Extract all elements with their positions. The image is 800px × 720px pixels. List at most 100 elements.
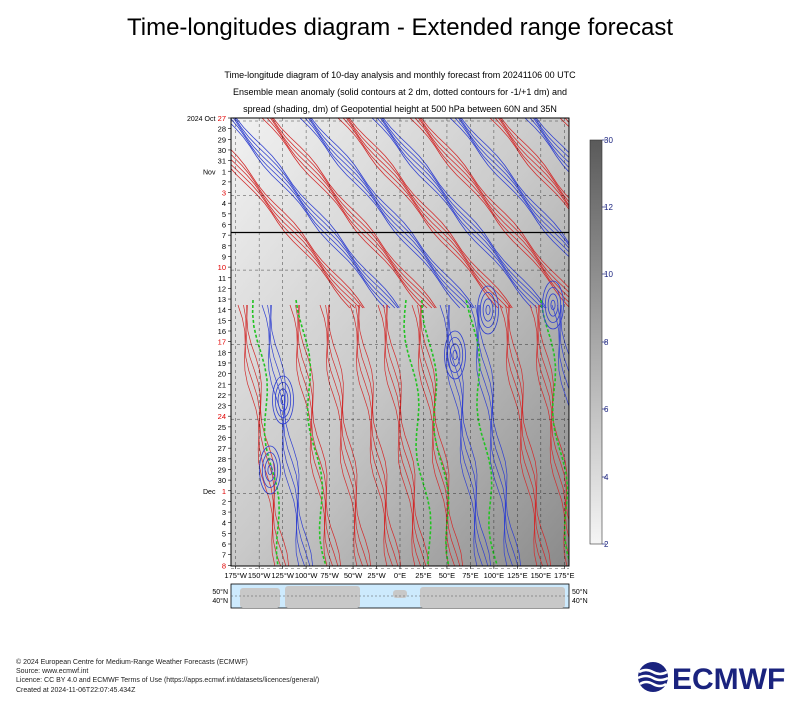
y-day-label: 1	[222, 487, 226, 496]
longitude-strip-map: 50°N 50°N40°N 40°N	[212, 583, 588, 609]
y-day-label: 19	[218, 359, 226, 368]
map-land	[240, 588, 280, 608]
y-month-label: Nov	[203, 169, 216, 176]
low-contour	[542, 280, 564, 330]
contour-line	[459, 118, 569, 247]
contour-line	[507, 305, 549, 566]
contour-line	[342, 118, 504, 309]
contour-line	[449, 118, 569, 258]
x-axis: 175°W 150°W 125°W 100°W 75°W 50°W 25°W 0°E 25°E 5…	[224, 566, 575, 580]
colorbar-tick-label: 6	[604, 405, 609, 414]
x-tick-label: 125°E	[507, 571, 528, 580]
contour-line	[508, 304, 552, 566]
y-day-label: 4	[222, 519, 226, 528]
map-lat-label-right: 50°N	[572, 588, 588, 596]
contour-line	[231, 149, 365, 309]
y-day-label: 28	[218, 455, 226, 464]
y-day-label: 14	[218, 306, 226, 315]
y-day-label: 25	[218, 423, 226, 432]
x-tick-label: 175°W	[224, 571, 248, 580]
page-title: Time-longitudes diagram - Extended range…	[126, 14, 674, 41]
contour-line	[270, 304, 314, 566]
y-day-label: 18	[218, 348, 226, 357]
ecmwf-logo-text: ECMWF	[672, 663, 785, 694]
y-day-label: 9	[222, 252, 226, 261]
contour-line	[535, 118, 569, 154]
y-day-label: 8	[222, 561, 226, 570]
contour-lines	[231, 118, 569, 566]
contour-line	[231, 158, 361, 309]
contour-line	[371, 118, 533, 309]
contour-line	[494, 118, 569, 208]
low-contour	[267, 464, 273, 476]
contour-line	[231, 123, 386, 309]
x-tick-label: 0°E	[394, 571, 406, 580]
contour-line	[304, 118, 466, 309]
y-day-label: 31	[218, 157, 226, 166]
contour-line	[537, 305, 569, 540]
contour-line	[534, 118, 569, 158]
contour-line	[297, 305, 339, 566]
low-contour	[449, 343, 461, 367]
x-tick-label: 175°E	[554, 571, 575, 580]
contour-line	[357, 305, 399, 566]
low-contour	[277, 388, 289, 412]
contour-line	[231, 168, 351, 309]
x-tick-label: 150°W	[248, 571, 272, 580]
ecmwf-globe-icon	[637, 662, 669, 692]
colorbar-tick-label: 30	[604, 136, 613, 145]
y-day-label: 5	[222, 529, 226, 538]
ecmwf-logo: ECMWF	[637, 662, 785, 694]
map-land	[393, 590, 407, 598]
y-month-label: Dec	[203, 489, 216, 496]
contour-line	[299, 118, 461, 309]
x-tick-label: 50°W	[344, 571, 363, 580]
contour-line	[460, 118, 569, 245]
y-day-label: 16	[218, 327, 226, 336]
contour-line	[380, 118, 543, 309]
created-text: Created at 2024-11-06T22:07:45.434Z	[16, 686, 136, 694]
contour-line	[231, 163, 356, 309]
zero-contour	[251, 299, 281, 566]
contour-line	[376, 118, 538, 309]
y-day-label: 21	[218, 380, 226, 389]
contour-line	[327, 305, 369, 566]
y-day-label: 17	[218, 338, 226, 347]
contour-line	[309, 118, 474, 309]
y-day-label: 11	[218, 274, 226, 283]
contour-line	[382, 118, 547, 309]
contour-line	[383, 304, 421, 566]
y-day-label: 6	[222, 540, 226, 549]
contour-line	[347, 118, 512, 309]
x-tick-label: 50°E	[439, 571, 455, 580]
contour-line	[448, 304, 492, 566]
contour-line	[308, 118, 471, 309]
colorbar-scale	[589, 139, 603, 545]
y-day-label: 3	[222, 508, 226, 517]
contour-line	[385, 305, 427, 566]
contour-line	[381, 118, 546, 309]
map-lat-label-right: 40°N	[572, 597, 588, 605]
contour-line	[499, 118, 569, 203]
contour-line	[418, 118, 569, 298]
contour-line	[529, 118, 569, 168]
contour-line	[245, 305, 287, 566]
low-contour	[544, 286, 562, 323]
contour-line	[498, 118, 569, 206]
y-day-label: 27	[218, 114, 226, 123]
contour-line	[419, 118, 569, 293]
contour-line	[500, 118, 569, 199]
y-day-label: 30	[218, 476, 226, 485]
contour-line	[564, 118, 569, 124]
contour-line	[234, 118, 399, 309]
zero-contour	[540, 299, 569, 563]
y-day-label: 10	[218, 263, 226, 272]
x-tick-label: 100°E	[484, 571, 505, 580]
y-day-label: 7	[222, 551, 226, 560]
contour-line	[266, 118, 428, 309]
contour-line	[420, 118, 569, 289]
y-day-label: 3	[222, 189, 226, 198]
contour-line	[243, 304, 281, 566]
subtitle-line-1: Time-longitude diagram of 10-day analysi…	[224, 70, 576, 80]
y-day-label: 26	[218, 434, 226, 443]
